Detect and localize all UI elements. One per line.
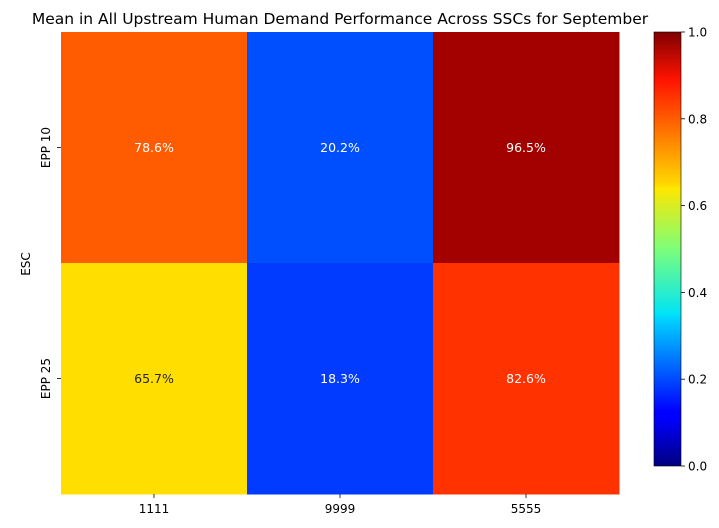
y-tick-label-0: EPP 10 — [39, 127, 53, 168]
chart-title: Mean in All Upstream Human Demand Perfor… — [32, 10, 649, 28]
cell-label-1-2: 82.6% — [506, 371, 546, 386]
y-tick-label-1: EPP 25 — [39, 358, 53, 399]
colorbar-tick-label-4: 0.8 — [688, 112, 707, 126]
cell-label-0-0: 78.6% — [134, 140, 174, 155]
y-axis: EPP 10 EPP 25 — [39, 127, 61, 399]
heatmap-cell-0-1 — [247, 32, 434, 264]
colorbar-gradient — [653, 31, 682, 467]
cell-label-1-0: 65.7% — [134, 371, 174, 386]
colorbar-tick-label-0: 0.0 — [688, 460, 707, 474]
cell-label-0-2: 96.5% — [506, 140, 546, 155]
colorbar-ticks: 0.0 0.2 0.4 0.6 0.8 1.0 — [681, 26, 707, 474]
colorbar: 0.0 0.2 0.4 0.6 0.8 1.0 — [653, 26, 707, 474]
colorbar-tick-label-3: 0.6 — [688, 199, 707, 213]
heatmap-cell-1-0 — [61, 263, 248, 495]
y-axis-label: ESC — [19, 252, 33, 276]
colorbar-tick-label-1: 0.2 — [688, 373, 707, 387]
x-tick-label-0: 1111 — [139, 502, 170, 516]
x-tick-label-2: 5555 — [511, 502, 542, 516]
heatmap-cell-labels: 78.6% 20.2% 96.5% 65.7% 18.3% 82.6% — [134, 140, 546, 386]
x-axis: 1111 9999 5555 — [139, 494, 542, 516]
heatmap-cell-0-2 — [433, 32, 620, 264]
x-tick-label-1: 9999 — [325, 502, 356, 516]
cell-label-0-1: 20.2% — [320, 140, 360, 155]
cell-label-1-1: 18.3% — [320, 371, 360, 386]
heatmap-cell-0-0 — [61, 32, 248, 264]
heatmap-cell-1-1 — [247, 263, 434, 495]
heatmap-cells — [61, 32, 620, 495]
heatmap-cell-1-2 — [433, 263, 620, 495]
colorbar-tick-label-2: 0.4 — [688, 286, 707, 300]
colorbar-tick-label-5: 1.0 — [688, 26, 707, 40]
